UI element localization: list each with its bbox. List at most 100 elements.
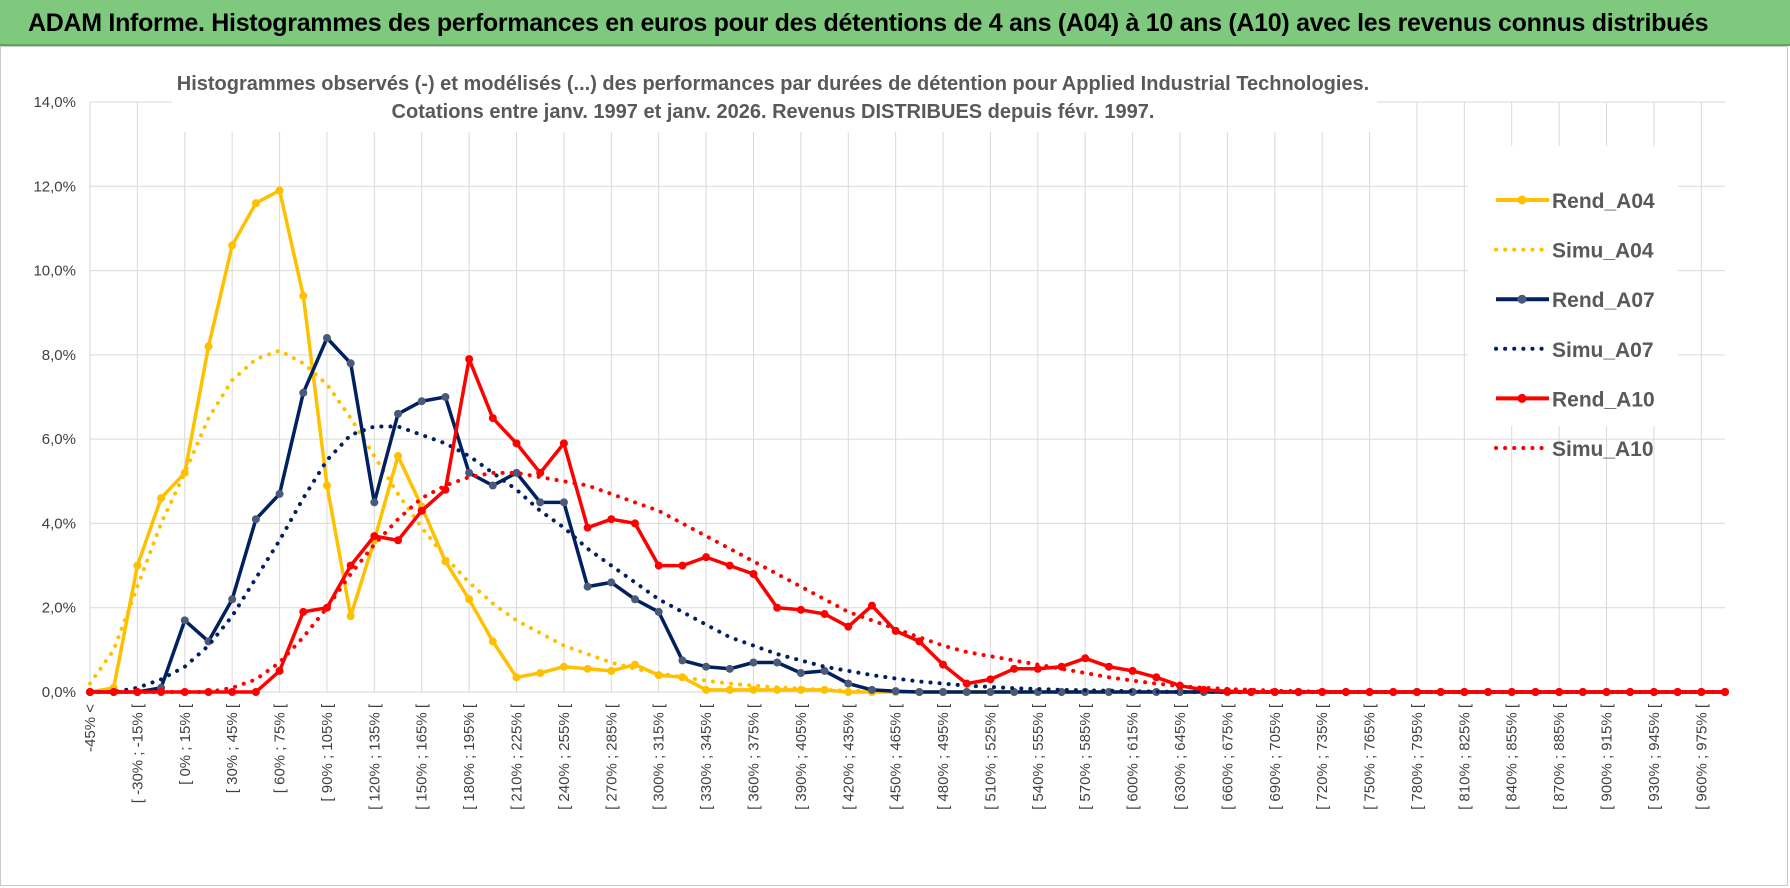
data-point	[986, 675, 995, 684]
data-point	[275, 666, 284, 675]
x-tick-label: [ 840% ; 855% [	[1504, 703, 1521, 810]
data-point	[962, 679, 971, 688]
data-point	[1199, 685, 1208, 694]
x-tick-label: -45% <	[82, 704, 99, 752]
x-tick-label: [ 690% ; 705% [	[1267, 703, 1284, 810]
x-tick-label: [ 420% ; 435% [	[840, 703, 857, 810]
data-point	[465, 468, 474, 477]
y-tick-label: 4,0%	[42, 515, 76, 532]
data-point	[204, 342, 213, 351]
x-tick-label: [ 0% ; 15% [	[177, 703, 194, 785]
x-tick-label: [ 60% ; 75% [	[272, 703, 289, 793]
data-point	[180, 616, 189, 625]
data-point	[275, 489, 284, 498]
data-point	[1436, 688, 1445, 696]
data-point	[228, 688, 237, 696]
data-point	[654, 607, 663, 616]
x-tick-label: [ 480% ; 495% [	[935, 703, 952, 810]
data-point	[322, 481, 331, 490]
data-point	[583, 664, 592, 673]
x-tick-label: [ 720% ; 735% [	[1314, 703, 1331, 810]
data-point	[867, 685, 876, 694]
data-point	[488, 481, 497, 490]
x-tick-label: [ 150% ; 165% [	[414, 703, 431, 810]
legend-label: Rend_A10	[1552, 388, 1655, 411]
series-simu-a10	[88, 470, 1727, 694]
data-point	[702, 662, 711, 671]
data-point	[512, 673, 521, 682]
data-point	[536, 498, 545, 507]
data-point	[1104, 662, 1113, 671]
data-point	[939, 660, 948, 669]
x-tick-label: [ 930% ; 945% [	[1646, 703, 1663, 810]
data-point	[370, 532, 379, 541]
data-point	[394, 536, 403, 545]
x-tick-label: [ 780% ; 795% [	[1409, 703, 1426, 810]
x-tick-label: [ 870% ; 885% [	[1551, 703, 1568, 810]
x-tick-label: [ -30% ; -15% [	[129, 703, 146, 803]
data-point	[678, 561, 687, 570]
data-point	[417, 397, 426, 406]
data-point	[702, 553, 711, 562]
data-point	[251, 515, 260, 524]
data-point	[488, 414, 497, 423]
x-tick-label: [ 390% ; 405% [	[793, 703, 810, 810]
x-tick-label: [ 120% ; 135% [	[366, 703, 383, 810]
data-point	[133, 561, 142, 570]
performance-histogram-chart: 0,0% 2,0% 4,0% 6,0% 8,0% 10,0% 12,0% 14,0% -45%…	[33, 60, 1729, 810]
data-point	[773, 658, 782, 667]
data-point	[559, 498, 568, 507]
x-tick-label: [ 600% ; 615% [	[1125, 703, 1142, 810]
x-tick-label: [ 810% ; 825% [	[1456, 703, 1473, 810]
series-simu-a07	[88, 424, 1727, 694]
data-point	[773, 603, 782, 612]
chart-title-line2: Cotations entre janv. 1997 et janv. 2026…	[392, 101, 1155, 123]
data-point	[370, 498, 379, 507]
x-tick-label: [ 180% ; 195% [	[461, 703, 478, 810]
data-point	[228, 595, 237, 604]
x-tick-label: [ 570% ; 585% [	[1077, 703, 1094, 810]
data-point	[394, 409, 403, 418]
data-point	[583, 582, 592, 591]
data-point	[559, 439, 568, 448]
data-point	[1626, 688, 1635, 696]
data-point	[441, 393, 450, 401]
legend-label: Simu_A04	[1552, 240, 1654, 263]
data-point	[1010, 664, 1019, 673]
data-point	[299, 291, 308, 300]
data-point	[1484, 688, 1493, 696]
data-point	[1152, 673, 1161, 682]
y-tick-label: 8,0%	[42, 347, 76, 364]
legend-label: Simu_A07	[1552, 339, 1654, 362]
x-tick-label: [ 210% ; 225% [	[509, 703, 526, 810]
data-point	[796, 669, 805, 678]
x-tick-label: [ 360% ; 375% [	[745, 703, 762, 810]
data-point	[180, 688, 189, 696]
data-point	[157, 494, 166, 503]
chart-title-background	[172, 60, 1377, 132]
data-point	[512, 468, 521, 477]
data-point	[986, 688, 995, 696]
data-point	[820, 610, 829, 619]
y-tick-label: 0,0%	[42, 684, 76, 701]
x-tick-label: [ 900% ; 915% [	[1599, 703, 1616, 810]
report-banner-title: ADAM Informe. Histogrammes des performan…	[0, 0, 1790, 46]
data-point	[1721, 688, 1729, 696]
data-point	[465, 355, 474, 364]
data-point	[796, 605, 805, 614]
data-point	[1176, 688, 1184, 696]
data-point	[536, 669, 545, 678]
data-point	[749, 685, 758, 694]
y-tick-label: 12,0%	[33, 178, 76, 195]
data-point	[559, 662, 568, 671]
series-line	[88, 470, 1727, 694]
x-tick-label: [ 540% ; 555% [	[1030, 703, 1047, 810]
chart-legend: Rend_A04 Simu_A04 Rend_A07 Simu_A07 Rend_A10…	[1494, 190, 1655, 461]
y-tick-label: 2,0%	[42, 600, 76, 617]
series-line	[88, 424, 1727, 694]
data-point	[346, 359, 355, 368]
data-point	[1673, 688, 1682, 696]
data-point	[1602, 688, 1611, 696]
data-point	[346, 561, 355, 570]
data-point	[702, 685, 711, 694]
